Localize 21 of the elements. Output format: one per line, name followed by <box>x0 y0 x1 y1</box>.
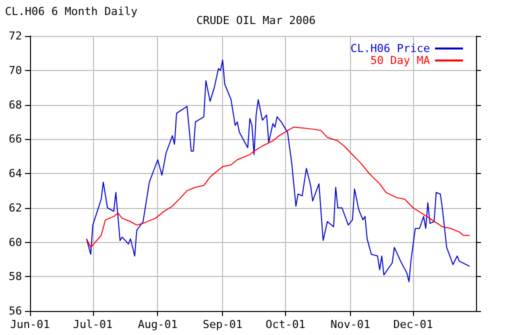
x-tick-label: Aug-01 <box>138 318 178 331</box>
y-tick-label: 72 <box>8 30 22 42</box>
x-tick-label: Nov-01 <box>330 318 370 331</box>
legend-label: CL.H06 Price <box>350 42 430 55</box>
line-series <box>86 126 470 248</box>
x-tick-label: Dec-01 <box>393 318 434 331</box>
y-tick-label: 64 <box>8 167 22 180</box>
y-tick-label: 68 <box>8 98 22 112</box>
x-tick-label: Jul-01 <box>72 318 113 331</box>
x-tick-label: Oct-01 <box>266 318 306 331</box>
x-tick-label: Jun-01 <box>10 318 50 331</box>
y-tick-label: 58 <box>8 270 22 284</box>
chart-subtitle: CL.H06 6 Month Daily <box>5 5 138 18</box>
legend-label: 50 Day MA <box>370 54 430 67</box>
y-tick-label: 62 <box>8 201 22 214</box>
y-tick-label: 56 <box>8 304 22 318</box>
chart-title: CRUDE OIL Mar 2006 <box>196 14 316 27</box>
x-tick-label: Sep-01 <box>202 318 243 331</box>
y-tick-label: 70 <box>8 64 22 77</box>
y-tick-label: 60 <box>8 236 22 249</box>
y-tick-label: 66 <box>8 132 22 146</box>
